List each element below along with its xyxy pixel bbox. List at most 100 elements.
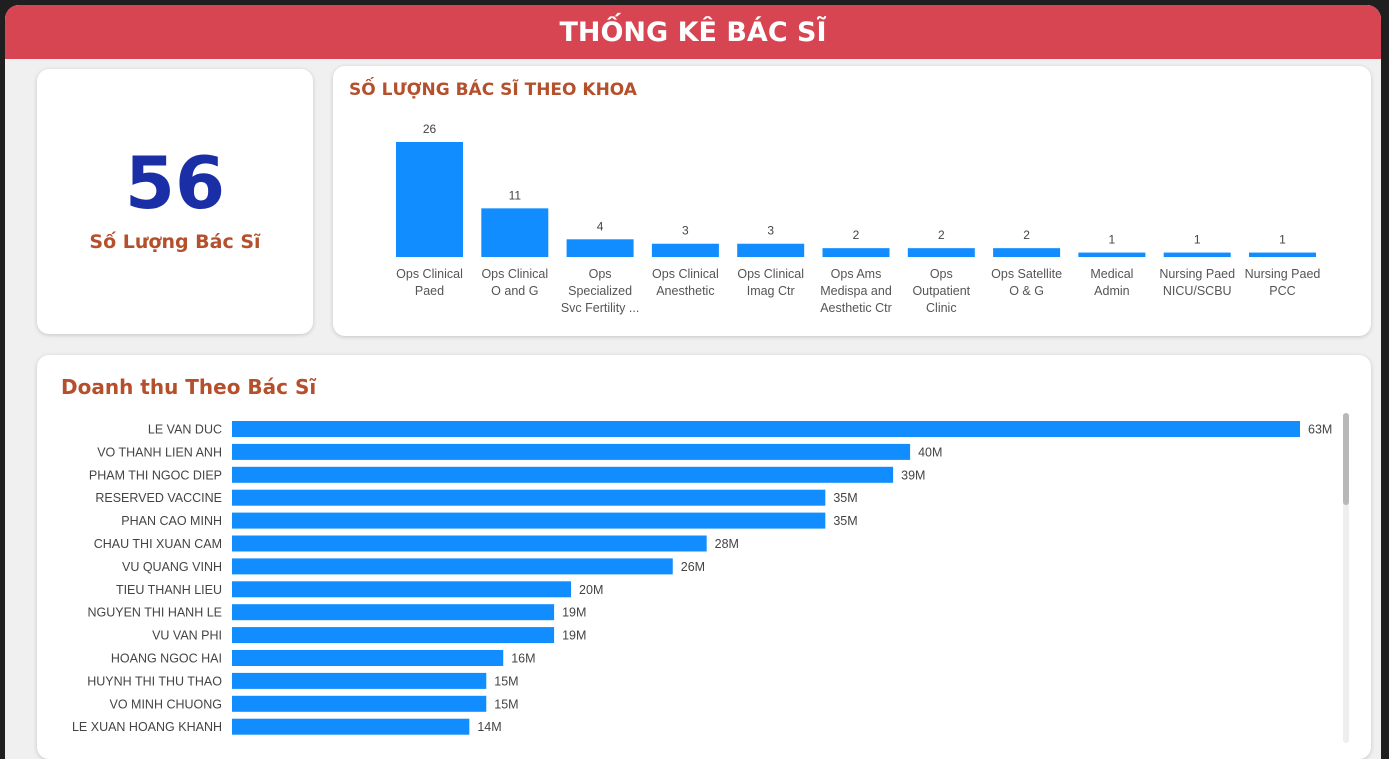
dept-category-label-line: PCC (1269, 284, 1295, 298)
doctor-count-value: 56 (124, 141, 226, 225)
doctor-name-label: TIEU THANH LIEU (116, 583, 222, 597)
dept-category-label-line: Ops Clinical (481, 267, 548, 281)
dept-category-label-line: Medical (1090, 267, 1133, 281)
dept-category-label: Ops Clinical Anesthetic (652, 267, 719, 298)
scrollbar-thumb[interactable] (1343, 413, 1349, 505)
dept-category-label-line: Specialized (568, 284, 632, 298)
dept-category-label-line: Ops Clinical (652, 267, 719, 281)
revenue-value-label: 28M (715, 537, 739, 551)
dept-category-label: Ops Clinical Paed (396, 267, 463, 298)
revenue-by-doctor-card[interactable]: Doanh thu Theo Bác Sĩ LE VAN DUC 63M VO TH… (37, 355, 1371, 759)
doctor-name-label: NGUYEN THI HANH LE (87, 606, 222, 620)
revenue-bar[interactable] (232, 718, 470, 735)
revenue-value-label: 16M (511, 652, 535, 666)
dept-category-label-line: Ops Satellite (991, 267, 1062, 281)
revenue-value-label: 14M (477, 720, 501, 734)
dept-category-label: Nursing Paed PCC (1245, 267, 1321, 298)
dept-category-label: Ops Specialized Svc Fertility ... (561, 267, 639, 315)
revenue-bar[interactable] (232, 443, 911, 460)
revenue-bar[interactable] (232, 672, 487, 689)
doctor-name-label: PHAM THI NGOC DIEP (89, 468, 222, 482)
doctor-name-label: VU QUANG VINH (122, 560, 222, 574)
dept-category-label-line: O and G (491, 284, 538, 298)
revenue-value-label: 19M (562, 629, 586, 643)
dept-category-label-line: Clinic (926, 301, 957, 315)
dept-category-label: Medical Admin (1090, 267, 1133, 298)
dept-category-label-line: O & G (1009, 284, 1044, 298)
revenue-value-label: 15M (494, 674, 518, 688)
revenue-chart-scrollbar[interactable] (1343, 413, 1349, 743)
dept-bar[interactable] (1249, 252, 1316, 257)
revenue-value-label: 40M (918, 445, 942, 459)
doctors-by-department-card[interactable]: SỐ LƯỢNG BÁC SĨ THEO KHOA 26 Ops Clinical… (333, 66, 1371, 336)
dept-category-label: Ops Clinical Imag Ctr (737, 267, 804, 298)
revenue-value-label: 26M (681, 560, 705, 574)
dept-category-label-line: Aesthetic Ctr (820, 301, 892, 315)
doctor-count-card[interactable]: 56 Số Lượng Bác Sĩ (37, 69, 313, 334)
dept-bar[interactable] (566, 239, 634, 257)
dept-category-label-line: Ops Clinical (737, 267, 804, 281)
revenue-bar[interactable] (232, 489, 826, 506)
revenue-bar[interactable] (232, 695, 487, 712)
dept-category-label-line: NICU/SCBU (1163, 284, 1232, 298)
doctor-name-label: HOANG NGOC HAI (111, 652, 222, 666)
revenue-value-label: 19M (562, 606, 586, 620)
dept-category-label: Ops Clinical O and G (481, 267, 548, 298)
dept-category-label-line: Medispa and (820, 284, 892, 298)
doctor-name-label: VO THANH LIEN ANH (97, 445, 222, 459)
revenue-value-label: 35M (833, 491, 857, 505)
dept-bar-value-label: 3 (682, 224, 689, 238)
doctor-name-label: RESERVED VACCINE (95, 491, 222, 505)
revenue-bar[interactable] (232, 604, 555, 621)
dept-bar-value-label: 2 (938, 228, 945, 242)
revenue-value-label: 39M (901, 468, 925, 482)
revenue-bar-chart[interactable]: LE VAN DUC 63M VO THANH LIEN ANH 40M PHAM TH… (37, 355, 1371, 759)
dept-bar[interactable] (651, 243, 719, 257)
dept-bar[interactable] (1163, 252, 1231, 257)
dept-bar[interactable] (737, 243, 805, 257)
dept-bar[interactable] (396, 142, 463, 257)
page-title: THỐNG KÊ BÁC SĨ (559, 16, 827, 48)
revenue-chart-title: Doanh thu Theo Bác Sĩ (61, 375, 317, 399)
dept-bar[interactable] (822, 248, 890, 257)
dept-bar-value-label: 26 (423, 122, 437, 136)
dept-bar-value-label: 2 (1023, 228, 1030, 242)
dept-bar[interactable] (993, 248, 1061, 257)
dept-category-label-line: Svc Fertility ... (561, 301, 639, 315)
dept-category-label-line: Ops (589, 267, 612, 281)
doctor-count-label: Số Lượng Bác Sĩ (89, 231, 261, 253)
revenue-bar[interactable] (232, 535, 707, 552)
doctor-name-label: HUYNH THI THU THAO (87, 674, 222, 688)
dept-category-label-line: Ops Ams (831, 267, 882, 281)
dept-bar[interactable] (481, 208, 549, 257)
department-chart-title: SỐ LƯỢNG BÁC SĨ THEO KHOA (349, 80, 637, 100)
dept-bar-value-label: 1 (1109, 233, 1116, 247)
revenue-bar[interactable] (232, 558, 673, 575)
revenue-bar[interactable] (232, 421, 1300, 437)
revenue-bar[interactable] (232, 650, 504, 666)
doctor-name-label: LE VAN DUC (148, 423, 222, 437)
page-header: THỐNG KÊ BÁC SĨ (5, 5, 1381, 59)
revenue-value-label: 15M (494, 697, 518, 711)
dept-bar-value-label: 2 (853, 228, 860, 242)
dept-bar-value-label: 11 (509, 188, 522, 202)
dept-category-label: Ops Satellite O & G (991, 267, 1062, 298)
revenue-bar[interactable] (232, 512, 826, 529)
dept-category-label: Ops Outpatient Clinic (912, 267, 970, 315)
revenue-value-label: 35M (833, 514, 857, 528)
dept-category-label-line: Admin (1094, 284, 1129, 298)
dashboard-page: THỐNG KÊ BÁC SĨ 56 Số Lượng Bác Sĩ SỐ LƯ… (5, 5, 1381, 759)
dept-category-label-line: Nursing Paed (1159, 267, 1235, 281)
dept-category-label-line: Nursing Paed (1245, 267, 1321, 281)
dept-bar-value-label: 4 (597, 219, 604, 233)
dept-category-label-line: Imag Ctr (747, 284, 795, 298)
doctor-name-label: CHAU THI XUAN CAM (94, 537, 222, 551)
revenue-bar[interactable] (232, 466, 894, 483)
dept-bar[interactable] (907, 248, 975, 257)
revenue-bar[interactable] (232, 627, 555, 644)
dept-bar-value-label: 1 (1194, 233, 1201, 247)
dept-bar[interactable] (1078, 252, 1146, 257)
dept-category-label-line: Anesthetic (656, 284, 714, 298)
revenue-bar[interactable] (232, 581, 572, 598)
